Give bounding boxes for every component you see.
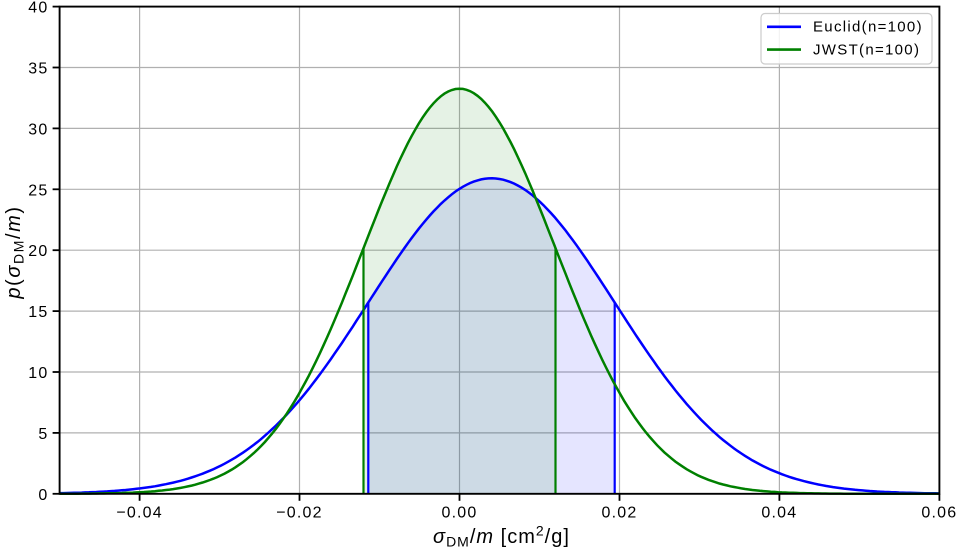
svg-text:σDM/m [cm2/g]: σDM/m [cm2/g]: [433, 523, 570, 548]
svg-text:JWST(n=100): JWST(n=100): [813, 41, 920, 58]
svg-text:0.02: 0.02: [602, 505, 638, 522]
svg-text:Euclid(n=100): Euclid(n=100): [813, 19, 923, 36]
svg-text:−0.02: −0.02: [276, 505, 322, 522]
svg-text:0.06: 0.06: [921, 505, 957, 522]
svg-text:p(σDM/m): p(σDM/m): [3, 205, 27, 299]
svg-text:10: 10: [28, 365, 48, 382]
svg-text:15: 15: [28, 304, 48, 321]
svg-text:0.00: 0.00: [442, 505, 478, 522]
svg-text:5: 5: [38, 426, 48, 443]
svg-text:25: 25: [28, 182, 48, 199]
svg-text:40: 40: [28, 0, 48, 17]
svg-text:0: 0: [38, 487, 48, 504]
svg-text:35: 35: [28, 61, 48, 78]
svg-text:20: 20: [28, 243, 48, 260]
svg-text:30: 30: [28, 121, 48, 138]
svg-text:−0.04: −0.04: [116, 505, 162, 522]
svg-text:0.04: 0.04: [761, 505, 797, 522]
